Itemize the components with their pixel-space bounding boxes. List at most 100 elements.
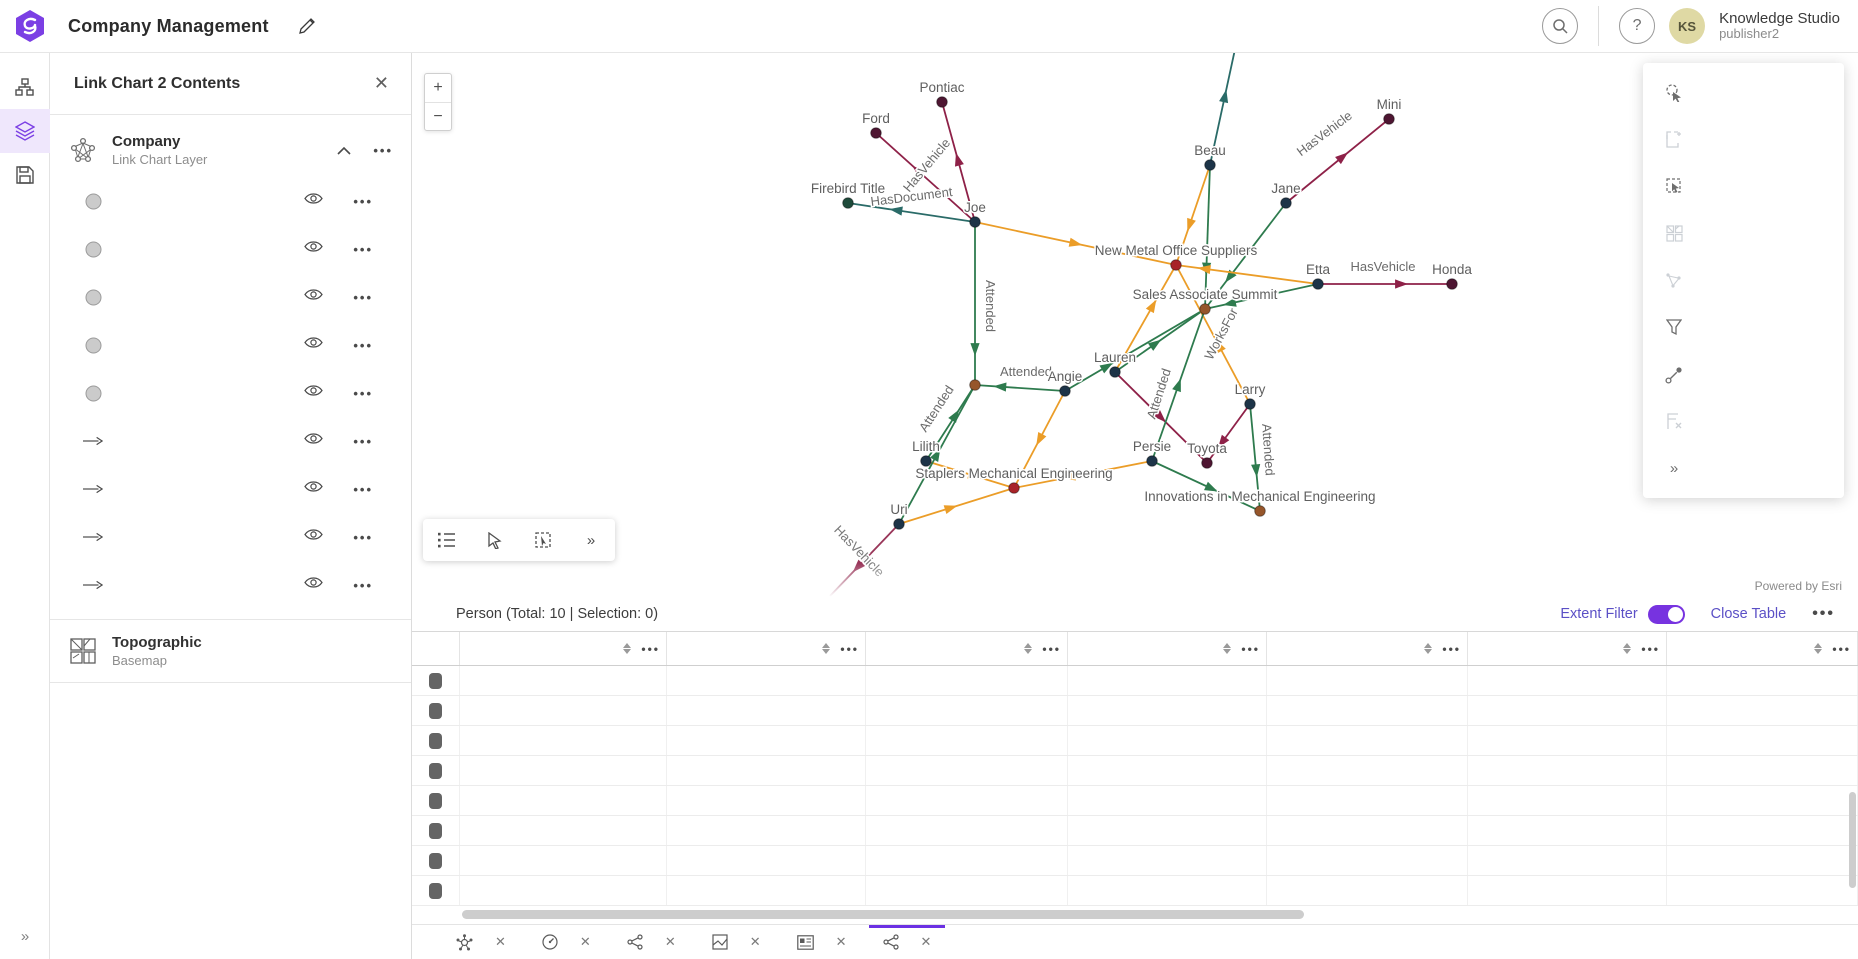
graph-edge-worksfor[interactable] [1013,460,1153,489]
graph-node-lauren[interactable]: Lauren [1092,349,1138,378]
visibility-eye-icon[interactable] [304,576,324,594]
legend-list-icon[interactable] [432,525,462,555]
table-menu-icon[interactable]: ••• [1812,605,1835,623]
visibility-eye-icon[interactable] [304,192,324,210]
graph-edge-hasvehicle[interactable] [1114,371,1208,464]
visibility-eye-icon[interactable] [304,528,324,546]
graph-node-lilith[interactable]: Lilith [911,438,941,467]
graph-node-nmos[interactable]: New Metal Office Suppliers [1093,242,1259,271]
sidebar-item-worksfor[interactable]: ••• [50,465,411,513]
tab-close-icon[interactable]: ✕ [749,934,761,950]
extent-filter-toggle[interactable] [1647,604,1685,624]
table-row[interactable] [412,726,1858,757]
collapse-group-chevron[interactable] [337,146,351,155]
close-panel-icon[interactable]: ✕ [373,73,389,93]
graph-node-innovations[interactable]: Innovations in Mechanical Engineering [1143,488,1377,517]
item-menu-icon[interactable]: ••• [353,529,373,545]
tab-close-icon[interactable]: ✕ [835,934,847,950]
menu-item-layout-options[interactable] [1643,351,1844,398]
tab-close-icon[interactable]: ✕ [579,934,591,950]
row-checkbox[interactable] [429,852,442,869]
tab-link-chart-2[interactable]: ✕ [868,925,946,959]
sidebar-item-vehicle[interactable]: ••• [50,321,411,369]
visibility-eye-icon[interactable] [304,336,324,354]
pointer-tool-icon[interactable] [480,525,510,555]
column-header-name[interactable]: ••• [460,632,667,666]
visibility-eye-icon[interactable] [304,432,324,450]
rail-item-hierarchy[interactable] [0,65,50,109]
table-row[interactable] [412,756,1858,787]
visibility-eye-icon[interactable] [304,384,324,402]
sidebar-item-hasdocument[interactable]: ••• [50,561,411,609]
layer-group-menu-icon[interactable]: ••• [373,142,393,158]
row-checkbox[interactable] [429,672,442,689]
rail-item-save[interactable] [0,153,50,197]
sort-icon[interactable] [822,643,831,655]
sidebar-item-conference[interactable]: ••• [50,273,411,321]
table-row[interactable] [412,696,1858,727]
graph-edge-worksfor[interactable] [974,221,1177,266]
menu-item-collapse[interactable]: » [1643,445,1844,492]
graph-edge-worksfor[interactable] [925,460,1015,489]
graph-node-mini[interactable]: Mini [1375,96,1403,125]
table-vertical-scrollbar[interactable] [1849,792,1856,889]
sort-icon[interactable] [1814,643,1823,655]
row-checkbox[interactable] [429,822,442,839]
graph-node-sas[interactable]: Sales Associate Summit [1131,286,1279,315]
table-row[interactable] [412,786,1858,817]
table-row[interactable] [412,876,1858,907]
visibility-eye-icon[interactable] [304,240,324,258]
column-menu-icon[interactable]: ••• [840,641,859,656]
column-menu-icon[interactable]: ••• [1442,641,1461,656]
graph-edge-attended[interactable]: Attended [974,363,1066,392]
graph-edge-hasvehicle[interactable]: HasVehicle [1285,106,1390,204]
graph-edge-attended[interactable] [1204,283,1319,310]
row-checkbox[interactable] [429,792,442,809]
graph-edge-worksfor[interactable] [1114,264,1177,373]
graph-edge-worksfor[interactable] [898,487,1015,525]
graph-node-jane[interactable]: Jane [1270,180,1302,209]
tab-close-icon[interactable]: ✕ [664,934,676,950]
graph-edge-worksfor[interactable] [1175,164,1211,266]
graph-svg[interactable]: HasVehicleHasDocumentAttendedHasVehicleH… [412,53,1858,597]
tab-close-icon[interactable]: ✕ [920,934,932,950]
app-logo-icon[interactable] [14,9,46,43]
table-row[interactable] [412,846,1858,877]
item-menu-icon[interactable]: ••• [353,385,373,401]
column-header-globalid[interactable]: ••• [1468,632,1667,666]
tab-knowledge-graph[interactable]: ✕ [442,925,520,959]
column-header-firstName[interactable]: ••• [866,632,1068,666]
basemap-item[interactable]: Topographic Basemap [50,620,411,683]
graph-node-firebird[interactable]: Firebird Title [809,180,887,209]
column-menu-icon[interactable]: ••• [1641,641,1660,656]
column-header-ESRI__ID[interactable]: ••• [1667,632,1858,666]
graph-edge-hasvehicle[interactable] [941,101,976,223]
account-info[interactable]: Knowledge Studio publisher2 [1719,10,1840,42]
column-header-lastName[interactable]: ••• [1068,632,1267,666]
column-header-phoneNumber[interactable]: ••• [667,632,866,666]
item-menu-icon[interactable]: ••• [353,289,373,305]
more-tools-chevrons-icon[interactable]: » [586,531,596,549]
menu-item-filtered-expand[interactable] [1643,304,1844,351]
column-menu-icon[interactable]: ••• [641,641,660,656]
graph-edge-hasdocument[interactable] [1209,53,1237,166]
graph-edge-attended[interactable] [898,384,976,525]
tab-dashboard[interactable]: ✕ [528,925,605,959]
item-menu-icon[interactable]: ••• [353,241,373,257]
graph-edge-worksfor[interactable] [1175,264,1319,285]
tab-data-card[interactable]: ✕ [783,925,861,959]
column-menu-icon[interactable]: ••• [1832,641,1851,656]
graph-node-pontiac[interactable]: Pontiac [918,79,966,108]
graph-edge-attended[interactable] [1151,460,1261,512]
graph-edge-attended[interactable]: Attended [970,222,1000,385]
graph-edge-attended[interactable]: Attended [1249,403,1279,512]
sort-icon[interactable] [623,643,632,655]
rail-expand-chevrons[interactable]: » [20,928,30,945]
search-button[interactable] [1542,8,1579,44]
graph-node-persie[interactable]: Persie [1131,438,1173,467]
graph-edge-worksfor[interactable] [1013,390,1066,489]
avatar[interactable]: KS [1669,8,1706,44]
sidebar-item-person[interactable]: ••• [50,369,411,417]
sort-icon[interactable] [1024,643,1033,655]
row-checkbox[interactable] [429,732,442,749]
